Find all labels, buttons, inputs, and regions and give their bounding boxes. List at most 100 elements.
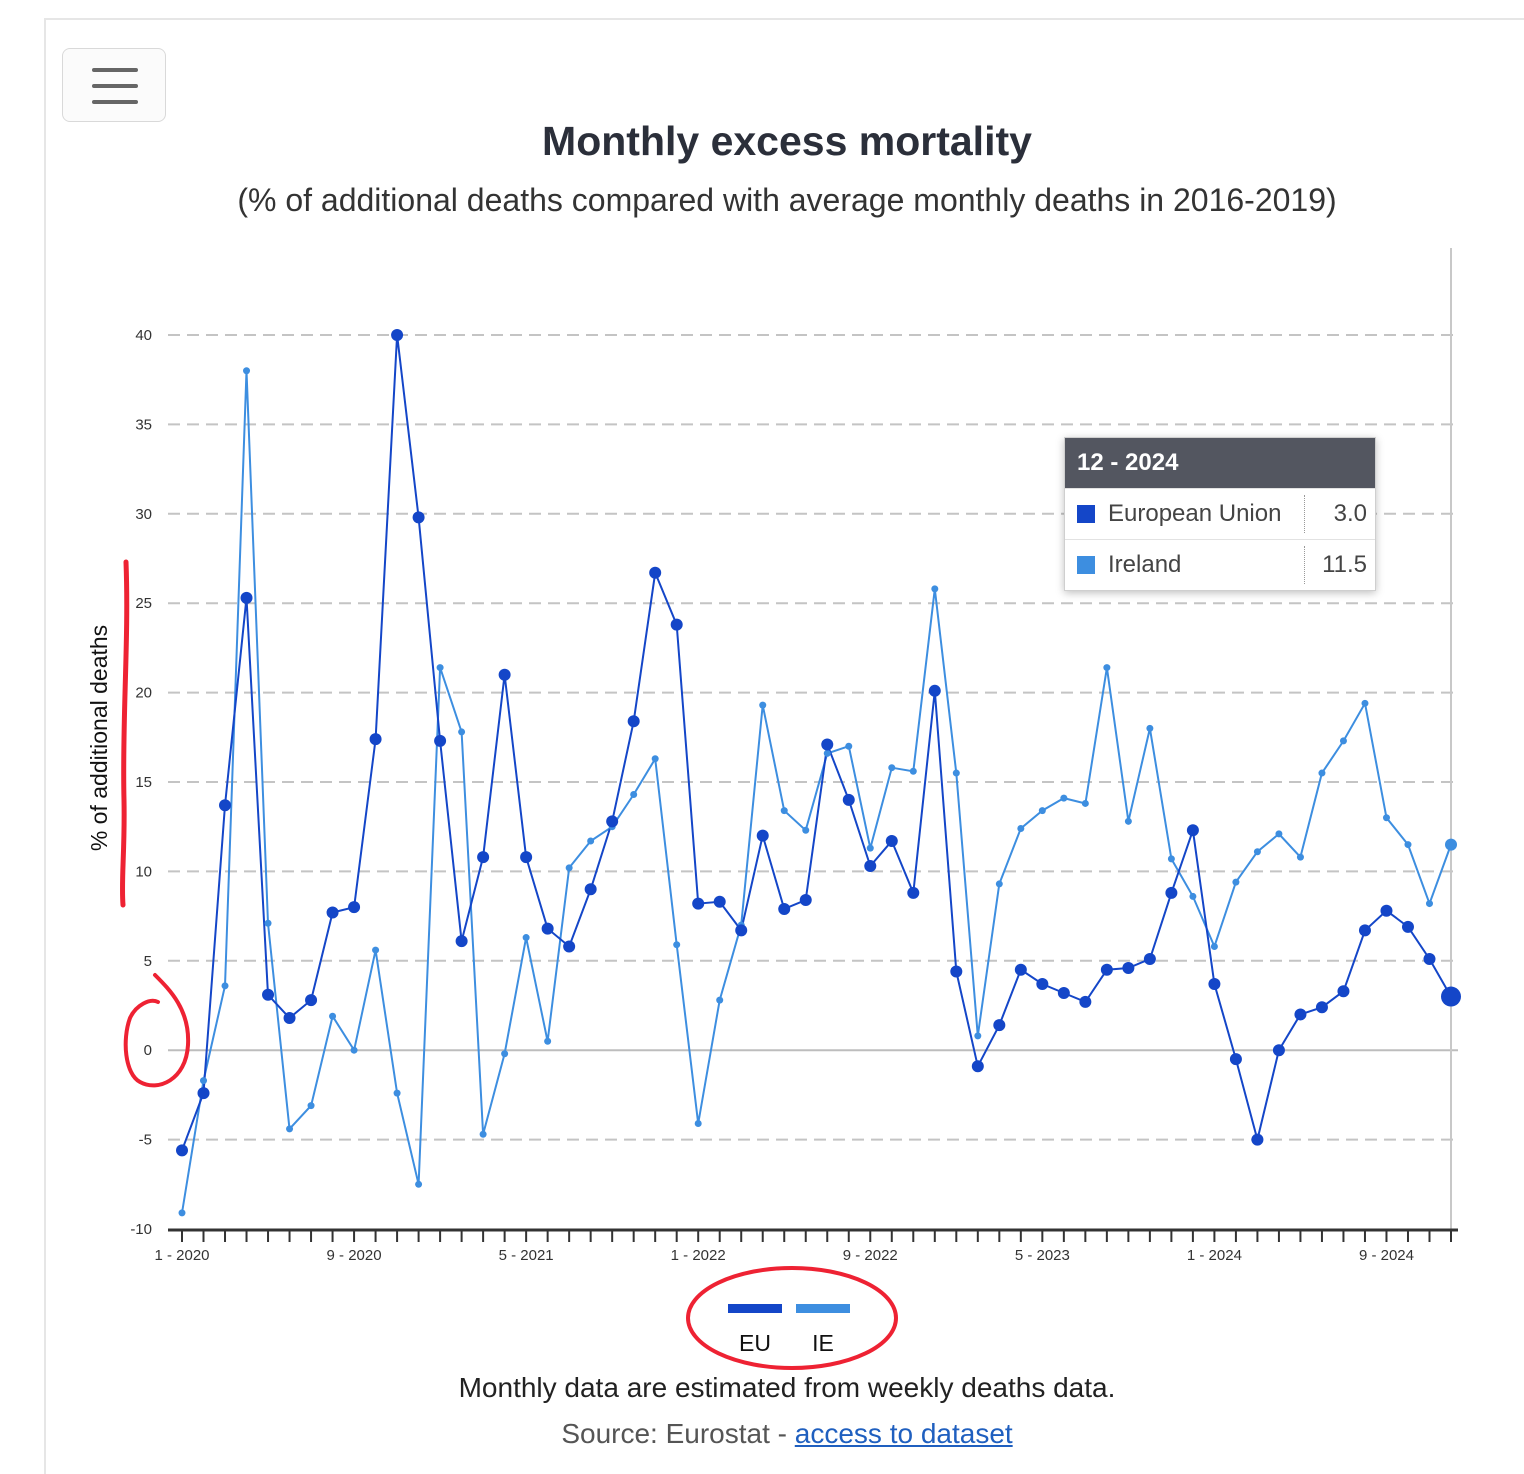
data-point-eu — [305, 994, 318, 1007]
dataset-link[interactable]: access to dataset — [794, 1418, 1013, 1449]
data-point-eu — [1165, 886, 1178, 899]
data-point-eu — [821, 738, 834, 751]
tooltip-row-eu: European Union 3.0 — [1065, 488, 1375, 539]
data-point-ie — [307, 1102, 315, 1110]
data-point-eu — [993, 1019, 1006, 1032]
data-point-eu — [885, 835, 898, 848]
x-tick-label: 5 - 2023 — [1015, 1247, 1070, 1264]
data-point-eu — [756, 829, 769, 842]
grid-lines — [168, 248, 1458, 1232]
data-point-eu — [1337, 985, 1350, 998]
data-point-ie — [264, 919, 272, 927]
x-axis: 1 - 2020 9 - 2020 5 - 2021 1 - 2022 9 - 2022… — [154, 1228, 1458, 1264]
data-point-ie — [1189, 892, 1197, 900]
data-point-ie — [630, 791, 638, 799]
tooltip-value: 3.0 — [1304, 495, 1367, 533]
data-point-ie — [866, 844, 874, 852]
data-point-ie — [1425, 900, 1433, 908]
hamburger-menu-button[interactable] — [62, 48, 166, 122]
data-point-eu — [1122, 961, 1135, 974]
data-point-ie — [995, 880, 1003, 888]
data-point-ie — [716, 996, 724, 1004]
data-point-ie — [888, 764, 896, 772]
data-point-eu — [971, 1060, 984, 1073]
data-point-ie — [1232, 878, 1240, 886]
x-tick-label: 5 - 2021 — [499, 1247, 554, 1264]
data-point-eu — [1057, 986, 1070, 999]
data-point-ie — [780, 807, 788, 815]
eu-swatch-icon — [1077, 505, 1095, 523]
data-point-eu — [541, 922, 554, 935]
legend-item-eu[interactable]: EU — [728, 1304, 782, 1356]
data-point-ie — [329, 1012, 337, 1020]
data-point-eu — [649, 566, 662, 579]
y-tick-label: 15 — [135, 774, 152, 791]
line-chart: -10 -5 0 5 10 15 20 25 30 35 40 1 - 2020 9 - 2020 5 … — [86, 248, 1461, 1264]
data-point-ie — [1445, 838, 1457, 851]
x-tick-label: 9 - 2022 — [843, 1247, 898, 1264]
data-point-eu — [692, 897, 705, 910]
y-tick-label: 40 — [135, 327, 152, 344]
data-point-ie — [1296, 853, 1304, 861]
data-point-ie — [651, 755, 659, 763]
data-point-ie — [845, 742, 853, 750]
data-point-ie — [565, 864, 573, 872]
x-tick-label: 1 - 2024 — [1187, 1247, 1242, 1264]
data-point-ie — [1275, 830, 1283, 838]
data-point-ie — [436, 664, 444, 672]
data-point-eu — [369, 733, 382, 746]
data-point-eu — [627, 715, 640, 728]
chart-subtitle: (% of additional deaths compared with av… — [237, 182, 1337, 218]
data-point-ie — [1038, 807, 1046, 815]
y-axis-label: % of additional deaths — [86, 625, 112, 851]
legend-swatch-icon — [728, 1304, 782, 1313]
data-point-ie — [1124, 817, 1132, 825]
data-point-eu — [584, 883, 597, 896]
legend-swatch-icon — [796, 1304, 850, 1313]
data-point-eu — [262, 988, 275, 1001]
x-tick-label: 9 - 2020 — [327, 1247, 382, 1264]
data-point-ie — [350, 1046, 358, 1054]
data-point-ie — [1382, 814, 1390, 822]
data-point-ie — [286, 1125, 294, 1133]
data-point-eu — [434, 734, 447, 747]
data-point-ie — [1060, 794, 1068, 802]
data-point-eu — [928, 684, 941, 697]
data-point-eu — [1315, 1001, 1328, 1014]
data-point-eu — [1079, 995, 1092, 1008]
data-point-eu — [1208, 978, 1221, 991]
data-point-eu — [799, 894, 812, 907]
data-point-ie — [372, 946, 380, 954]
data-point-ie — [479, 1130, 487, 1138]
legend-item-ie[interactable]: IE — [796, 1304, 850, 1356]
data-point-eu — [391, 329, 404, 341]
data-point-ie — [221, 982, 229, 990]
data-point-eu — [1036, 978, 1049, 991]
source-prefix: Source: Eurostat - — [561, 1418, 795, 1449]
tooltip-name: European Union — [1108, 500, 1282, 527]
data-point-eu — [1401, 920, 1414, 933]
data-point-ie — [178, 1209, 186, 1217]
data-point-eu — [1294, 1008, 1307, 1021]
x-tick-label: 1 - 2020 — [154, 1247, 209, 1264]
frame-left-border — [44, 18, 46, 1474]
data-point-eu — [1423, 953, 1436, 966]
data-point-ie — [802, 826, 810, 834]
data-point-ie — [1339, 737, 1347, 745]
source-line: Source: Eurostat - access to dataset — [0, 1418, 1524, 1450]
y-tick-label: 35 — [135, 416, 152, 433]
legend-label: EU — [739, 1330, 771, 1356]
data-point-eu — [950, 965, 963, 978]
data-point-eu — [412, 511, 425, 524]
data-point-ie — [759, 701, 767, 709]
tooltip: 12 - 2024 European Union 3.0 Ireland 11.… — [1064, 437, 1376, 591]
data-point-ie — [501, 1050, 509, 1058]
data-point-eu — [713, 895, 726, 908]
data-point-eu — [219, 799, 232, 812]
data-point-eu — [1143, 953, 1156, 966]
data-point-eu — [606, 815, 619, 828]
data-point-ie — [393, 1089, 401, 1097]
data-point-eu — [907, 886, 920, 899]
data-point-eu — [520, 851, 533, 864]
frame-top-border — [44, 18, 1524, 20]
